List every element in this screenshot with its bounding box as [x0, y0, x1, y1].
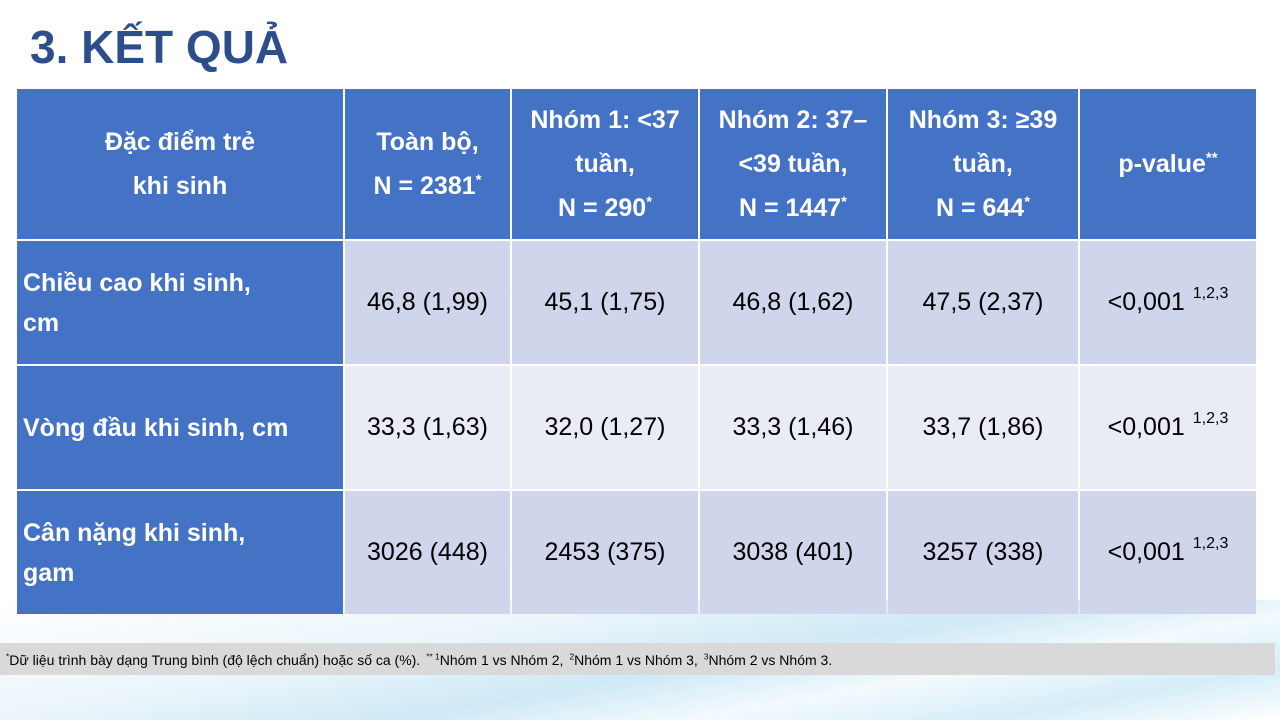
- cell-text: 46,8 (1,99): [367, 288, 488, 316]
- data-cell: 3038 (401): [700, 491, 886, 614]
- cell-text: 3257 (338): [922, 538, 1044, 566]
- footnote: *Dữ liệu trình bày dạng Trung bình (độ l…: [0, 643, 1275, 675]
- cell-text: 3026 (448): [367, 538, 488, 566]
- cell-line: N = 290: [557, 194, 647, 222]
- p-value-cell: <0,001 1,2,3: [1080, 491, 1256, 614]
- data-row: Vòng đầu khi sinh, cm 33,3 (1,63) 32,0 (1,…: [17, 366, 1256, 489]
- header-cell: p-value**: [1080, 89, 1256, 239]
- footnote-text: Nhóm 1 vs Nhóm 2,: [439, 652, 564, 668]
- cell-line: cm: [23, 308, 60, 337]
- cell-text: 46,8 (1,62): [732, 288, 854, 316]
- superscript: 1,2,3: [1192, 410, 1229, 427]
- data-cell: 3026 (448): [345, 491, 510, 614]
- header-row: Đặc điểm trẻ khi sinh Toàn bộ, N = 2381* Nhó…: [17, 89, 1256, 239]
- footnote-text: Nhóm 2 vs Nhóm 3.: [708, 652, 833, 668]
- cell-text: 33,7 (1,86): [922, 413, 1044, 441]
- cell-text: 2453 (375): [544, 538, 666, 566]
- header-cell: Đặc điểm trẻ khi sinh: [17, 89, 343, 239]
- superscript: *: [1024, 193, 1031, 211]
- data-cell: 3257 (338): [888, 491, 1078, 614]
- footnote-superscript: *: [6, 651, 10, 662]
- footnote-superscript: 3: [703, 651, 709, 662]
- row-label: Cân nặng khi sinh, gam: [17, 491, 343, 614]
- row-label: Chiều cao khi sinh, cm: [17, 241, 343, 364]
- data-row: Chiều cao khi sinh, cm 46,8 (1,99) 45,1 (1,…: [17, 241, 1256, 364]
- cell-line: Vòng đầu khi sinh, cm: [23, 413, 289, 442]
- cell-line: Nhóm 1: <37: [530, 106, 680, 134]
- p-value: <0,001: [1107, 413, 1185, 441]
- footnote-text: Dữ liệu trình bày dạng Trung bình (độ lệ…: [9, 652, 421, 668]
- cell-line: N = 644: [935, 194, 1025, 222]
- superscript: *: [475, 171, 482, 189]
- data-cell: 2453 (375): [512, 491, 698, 614]
- cell-text: 33,3 (1,46): [732, 413, 854, 441]
- header-cell: Toàn bộ, N = 2381*: [345, 89, 510, 239]
- superscript: **: [1205, 149, 1218, 167]
- data-cell: 32,0 (1,27): [512, 366, 698, 489]
- header-cell: Nhóm 2: 37– <39 tuần, N = 1447*: [700, 89, 886, 239]
- cell-line: tuần,: [575, 150, 635, 178]
- data-row: Cân nặng khi sinh, gam 3026 (448) 2453 (375…: [17, 491, 1256, 614]
- data-cell: 47,5 (2,37): [888, 241, 1078, 364]
- slide-title: 3. KẾT QUẢ: [30, 21, 289, 73]
- cell-line: <39 tuần,: [738, 150, 848, 178]
- cell-line: tuần,: [953, 150, 1013, 178]
- footnote-text: Nhóm 1 vs Nhóm 3,: [574, 652, 698, 668]
- cell-line: Đặc điểm trẻ: [104, 128, 256, 156]
- cell-line: N = 1447: [738, 194, 842, 222]
- cell-line: Toàn bộ,: [376, 128, 479, 156]
- row-label: Vòng đầu khi sinh, cm: [17, 366, 343, 489]
- data-cell: 46,8 (1,62): [700, 241, 886, 364]
- superscript: 1,2,3: [1192, 285, 1229, 302]
- p-value-cell: <0,001 1,2,3: [1080, 241, 1256, 364]
- footnote-superscript: 2: [569, 651, 575, 662]
- superscript: 1,2,3: [1192, 535, 1229, 552]
- header-cell: Nhóm 1: <37 tuần, N = 290*: [512, 89, 698, 239]
- header-cell: Nhóm 3: ≥39 tuần, N = 644*: [888, 89, 1078, 239]
- footnote-superscript: ** 1: [426, 651, 440, 662]
- p-value-cell: <0,001 1,2,3: [1080, 366, 1256, 489]
- results-table: Đặc điểm trẻ khi sinh Toàn bộ, N = 2381* Nhó…: [15, 87, 1258, 616]
- data-cell: 33,3 (1,63): [345, 366, 510, 489]
- cell-text: 45,1 (1,75): [544, 288, 666, 316]
- cell-line: Cân nặng khi sinh,: [23, 518, 246, 547]
- cell-line: Nhóm 3: ≥39: [908, 106, 1058, 134]
- cell-text: 32,0 (1,27): [544, 413, 666, 441]
- data-cell: 46,8 (1,99): [345, 241, 510, 364]
- cell-line: N = 2381: [373, 172, 476, 200]
- cell-text: 47,5 (2,37): [922, 288, 1044, 316]
- superscript: *: [646, 193, 653, 211]
- cell-line: p-value: [1118, 150, 1206, 178]
- p-value: <0,001: [1107, 288, 1185, 316]
- p-value: <0,001: [1107, 538, 1185, 566]
- data-cell: 33,7 (1,86): [888, 366, 1078, 489]
- cell-line: Chiều cao khi sinh,: [23, 268, 251, 297]
- data-cell: 33,3 (1,46): [700, 366, 886, 489]
- data-cell: 45,1 (1,75): [512, 241, 698, 364]
- cell-line: khi sinh: [132, 172, 228, 200]
- cell-line: Nhóm 2: 37–: [718, 106, 868, 134]
- cell-text: 33,3 (1,63): [367, 413, 488, 441]
- cell-text: 3038 (401): [732, 538, 854, 566]
- superscript: *: [841, 193, 847, 211]
- cell-line: gam: [23, 558, 75, 587]
